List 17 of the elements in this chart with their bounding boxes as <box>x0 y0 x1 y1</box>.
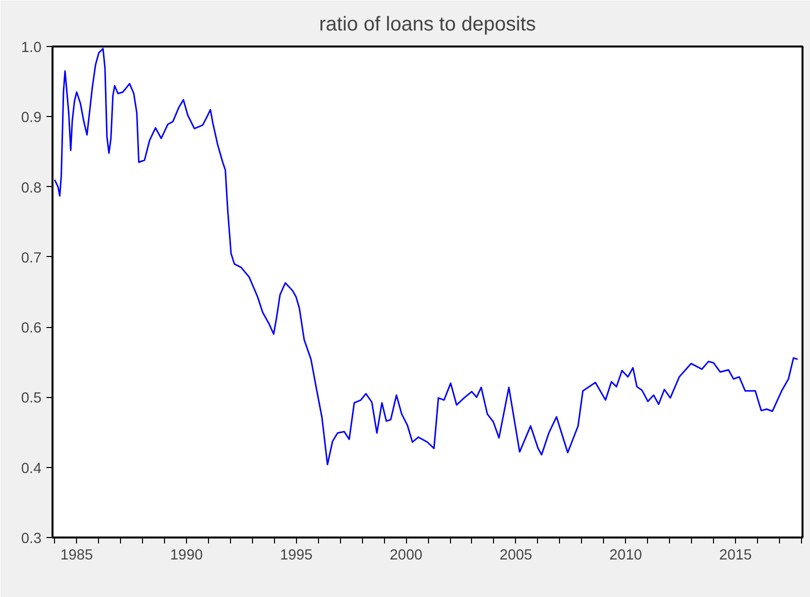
y-tick-label: 1.0 <box>21 40 42 56</box>
y-tick-label: 0.5 <box>21 390 42 407</box>
y-tick-label: 0.9 <box>21 110 42 126</box>
x-tick-label: 2010 <box>609 548 642 564</box>
x-tick-label: 2015 <box>719 548 752 564</box>
y-tick-label: 0.7 <box>21 250 42 266</box>
x-tick-label: 2000 <box>390 548 422 564</box>
x-tick-label: 1990 <box>170 548 203 564</box>
y-tick-label: 0.8 <box>21 180 42 196</box>
line-series <box>54 48 798 466</box>
chart-title: ratio of loans to deposits <box>319 14 536 36</box>
x-tick-label: 1985 <box>60 548 93 564</box>
x-tick-label: 2005 <box>500 548 532 564</box>
y-tick-label: 0.3 <box>21 531 42 547</box>
y-tick-label: 0.4 <box>21 460 42 477</box>
y-tick-label: 0.6 <box>21 320 42 337</box>
x-tick-label: 1995 <box>280 548 313 564</box>
